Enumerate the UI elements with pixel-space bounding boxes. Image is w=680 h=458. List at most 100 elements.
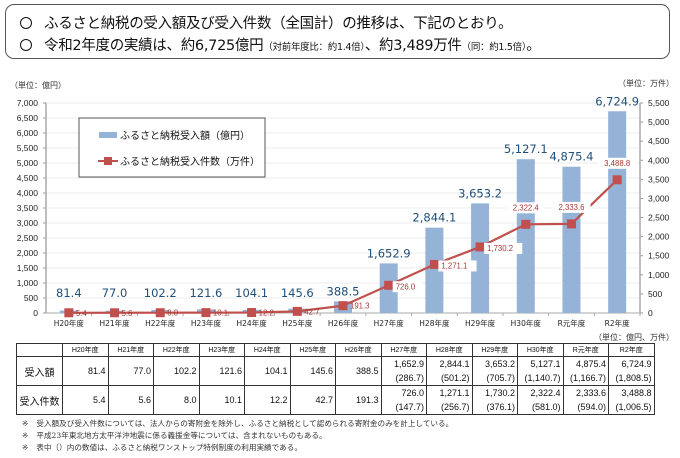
- bar-data-label: 3,653.2: [458, 186, 502, 200]
- cell-value: 5.4: [92, 395, 106, 405]
- line-data-label: 8.0: [167, 309, 179, 318]
- right-axis-tick-label: 5,500: [648, 98, 670, 108]
- note-mark: ※: [22, 443, 29, 452]
- cell-value: 2,322.4: [530, 388, 561, 398]
- line-marker: [155, 308, 165, 318]
- bar: [425, 227, 444, 313]
- left-axis-tick-label: 5,000: [17, 158, 39, 168]
- table-cell: 3,488.8 (1,006.5): [608, 385, 655, 415]
- note-1: ※ 受入額及び受入件数については、法人からの寄附金を除外し、ふるさと納税として認め…: [22, 418, 453, 430]
- line-data-label: 191.3: [350, 302, 370, 311]
- line-data-label: 1,271.1: [441, 261, 467, 270]
- summary-line-2: 令和2年度の実績は、約6,725億円（対前年度比：約1.4倍）、約3,489万件…: [20, 34, 541, 55]
- column-header: H28年度: [426, 343, 473, 357]
- cell-onestop-value: (256.7): [440, 402, 470, 412]
- left-axis-tick-label: 6,000: [17, 128, 39, 138]
- cell-value: 5,127.1: [530, 359, 561, 369]
- table-cell: 102.2: [153, 356, 200, 386]
- x-axis-tick-label: R2年度: [605, 318, 630, 328]
- table-cell: 4,875.4 (1,166.7): [562, 356, 609, 386]
- circle-bullet-icon: [20, 39, 32, 51]
- cell-onestop-value: (376.1): [486, 402, 515, 412]
- table-row: 受入件数 5.4 5.6 8.0 10.1 12.2 42.7 191.3 726.0 (147…: [16, 385, 655, 415]
- table-cell: 388.5: [335, 356, 382, 386]
- bar-data-label: 2,844.1: [412, 211, 456, 225]
- notes: ※ 受入額及び受入件数については、法人からの寄附金を除外し、ふるさと納税として認め…: [22, 418, 453, 454]
- cell-value: 2,333.6: [575, 388, 606, 398]
- left-axis-tick-label: 2,500: [17, 233, 39, 243]
- cell-value: 5.6: [138, 395, 151, 405]
- cell-value: 191.3: [355, 395, 379, 405]
- line-data-label: 5.6: [122, 309, 133, 318]
- column-header: H29年度: [471, 343, 518, 357]
- bar-data-label: 1,652.9: [367, 246, 411, 260]
- bar: [608, 111, 627, 314]
- column-header: R2年度: [608, 343, 655, 357]
- row-label: 受入額: [16, 356, 63, 386]
- cell-value: 8.0: [183, 395, 197, 405]
- line-data-label: 726.0: [396, 282, 416, 291]
- right-axis-unit: （単位：万件）: [618, 79, 674, 88]
- bar-data-label: 81.4: [56, 286, 82, 300]
- cell-onestop-value: (581.0): [531, 402, 561, 412]
- cell-value: 1,652.9: [393, 359, 424, 369]
- summary-box: ふるさと納税の受入額及び受入件数（全国計）の推移は、下記のとおり。 令和2年度の…: [5, 4, 670, 59]
- line-data-label: 42.7: [304, 307, 319, 316]
- column-header: H21年度: [107, 343, 154, 357]
- cell-value: 3,488.8: [621, 388, 652, 398]
- table-cell: 5.4: [62, 385, 109, 415]
- left-axis-tick-label: 4,500: [17, 173, 39, 183]
- line-marker: [612, 175, 622, 185]
- cell-onestop-value: (705.7): [486, 373, 515, 383]
- right-axis-tick-label: 2,000: [648, 232, 670, 242]
- table-cell: 104.1: [244, 356, 291, 386]
- summary-amount-ratio: （対前年度比：約1.4倍）: [263, 42, 365, 53]
- column-header: H22年度: [153, 343, 200, 357]
- note-mark: ※: [22, 419, 29, 428]
- right-axis-tick-label: 4,000: [648, 155, 670, 165]
- table-corner: [16, 343, 63, 357]
- legend-box: [78, 117, 266, 178]
- left-axis-tick-label: 500: [24, 293, 38, 303]
- legend-bar-swatch-icon: [99, 132, 117, 138]
- table-cell: 1,730.2 (376.1): [471, 385, 518, 415]
- cell-onestop-value: (1,006.5): [615, 402, 652, 412]
- bar: [471, 203, 490, 313]
- table-cell: 3,653.2 (705.7): [471, 356, 518, 386]
- line-marker: [475, 242, 485, 252]
- x-axis-tick-label: H26年度: [328, 318, 359, 328]
- line-data-label: 3,488.8: [604, 159, 630, 168]
- line-label-background: [438, 260, 477, 272]
- left-axis-tick-label: 6,500: [17, 113, 39, 123]
- table-cell: 726.0 (147.7): [380, 385, 427, 415]
- legend-entry-bar: ふるさと納税受入額（億円）: [120, 129, 250, 142]
- note-text: 表中（）内の数値は、ふるさと納税ワンストップ特例制度の利用実績である。: [36, 443, 302, 452]
- bar-data-label: 4,875.4: [550, 150, 594, 164]
- line-label-background: [598, 157, 637, 169]
- table-cell: 121.6: [198, 356, 245, 386]
- cell-value: 1,730.2: [484, 388, 515, 398]
- table-row: 受入額 81.4 77.0 102.2 121.6 104.1 145.6 388.5 1,6…: [16, 356, 655, 386]
- left-axis-tick-label: 5,500: [17, 143, 39, 153]
- note-2: ※ 平成23年東北地方太平洋沖地震に係る義援金等については、含まれないものもある。: [22, 430, 453, 442]
- x-axis-tick-label: H20年度: [54, 318, 85, 328]
- row-label: 受入件数: [16, 385, 63, 415]
- table-unit: （単位：億円、万件）: [594, 333, 674, 342]
- cell-onestop-value: (1,140.7): [524, 373, 561, 383]
- line-data-label: 5.4: [76, 309, 88, 318]
- table-cell: 1,271.1 (256.7): [426, 385, 473, 415]
- cell-value: 42.7: [315, 395, 333, 405]
- summary-end: 。: [526, 38, 541, 54]
- column-header: H27年度: [380, 343, 427, 357]
- cell-onestop-value: (594.0): [577, 402, 606, 412]
- left-axis-tick-label: 3,000: [17, 218, 39, 228]
- column-header: H25年度: [289, 343, 336, 357]
- summary-line-1: ふるさと納税の受入額及び受入件数（全国計）の推移は、下記のとおり。: [20, 12, 513, 33]
- table-cell: 10.1: [198, 385, 245, 415]
- note-3: ※ 表中（）内の数値は、ふるさと納税ワンストップ特例制度の利用実績である。: [22, 442, 453, 454]
- line-marker: [429, 259, 439, 269]
- x-axis-tick-label: H22年度: [145, 318, 176, 328]
- column-header: H23年度: [198, 343, 245, 357]
- cell-value: 77.0: [133, 366, 151, 376]
- x-axis-tick-label: H27年度: [374, 318, 405, 328]
